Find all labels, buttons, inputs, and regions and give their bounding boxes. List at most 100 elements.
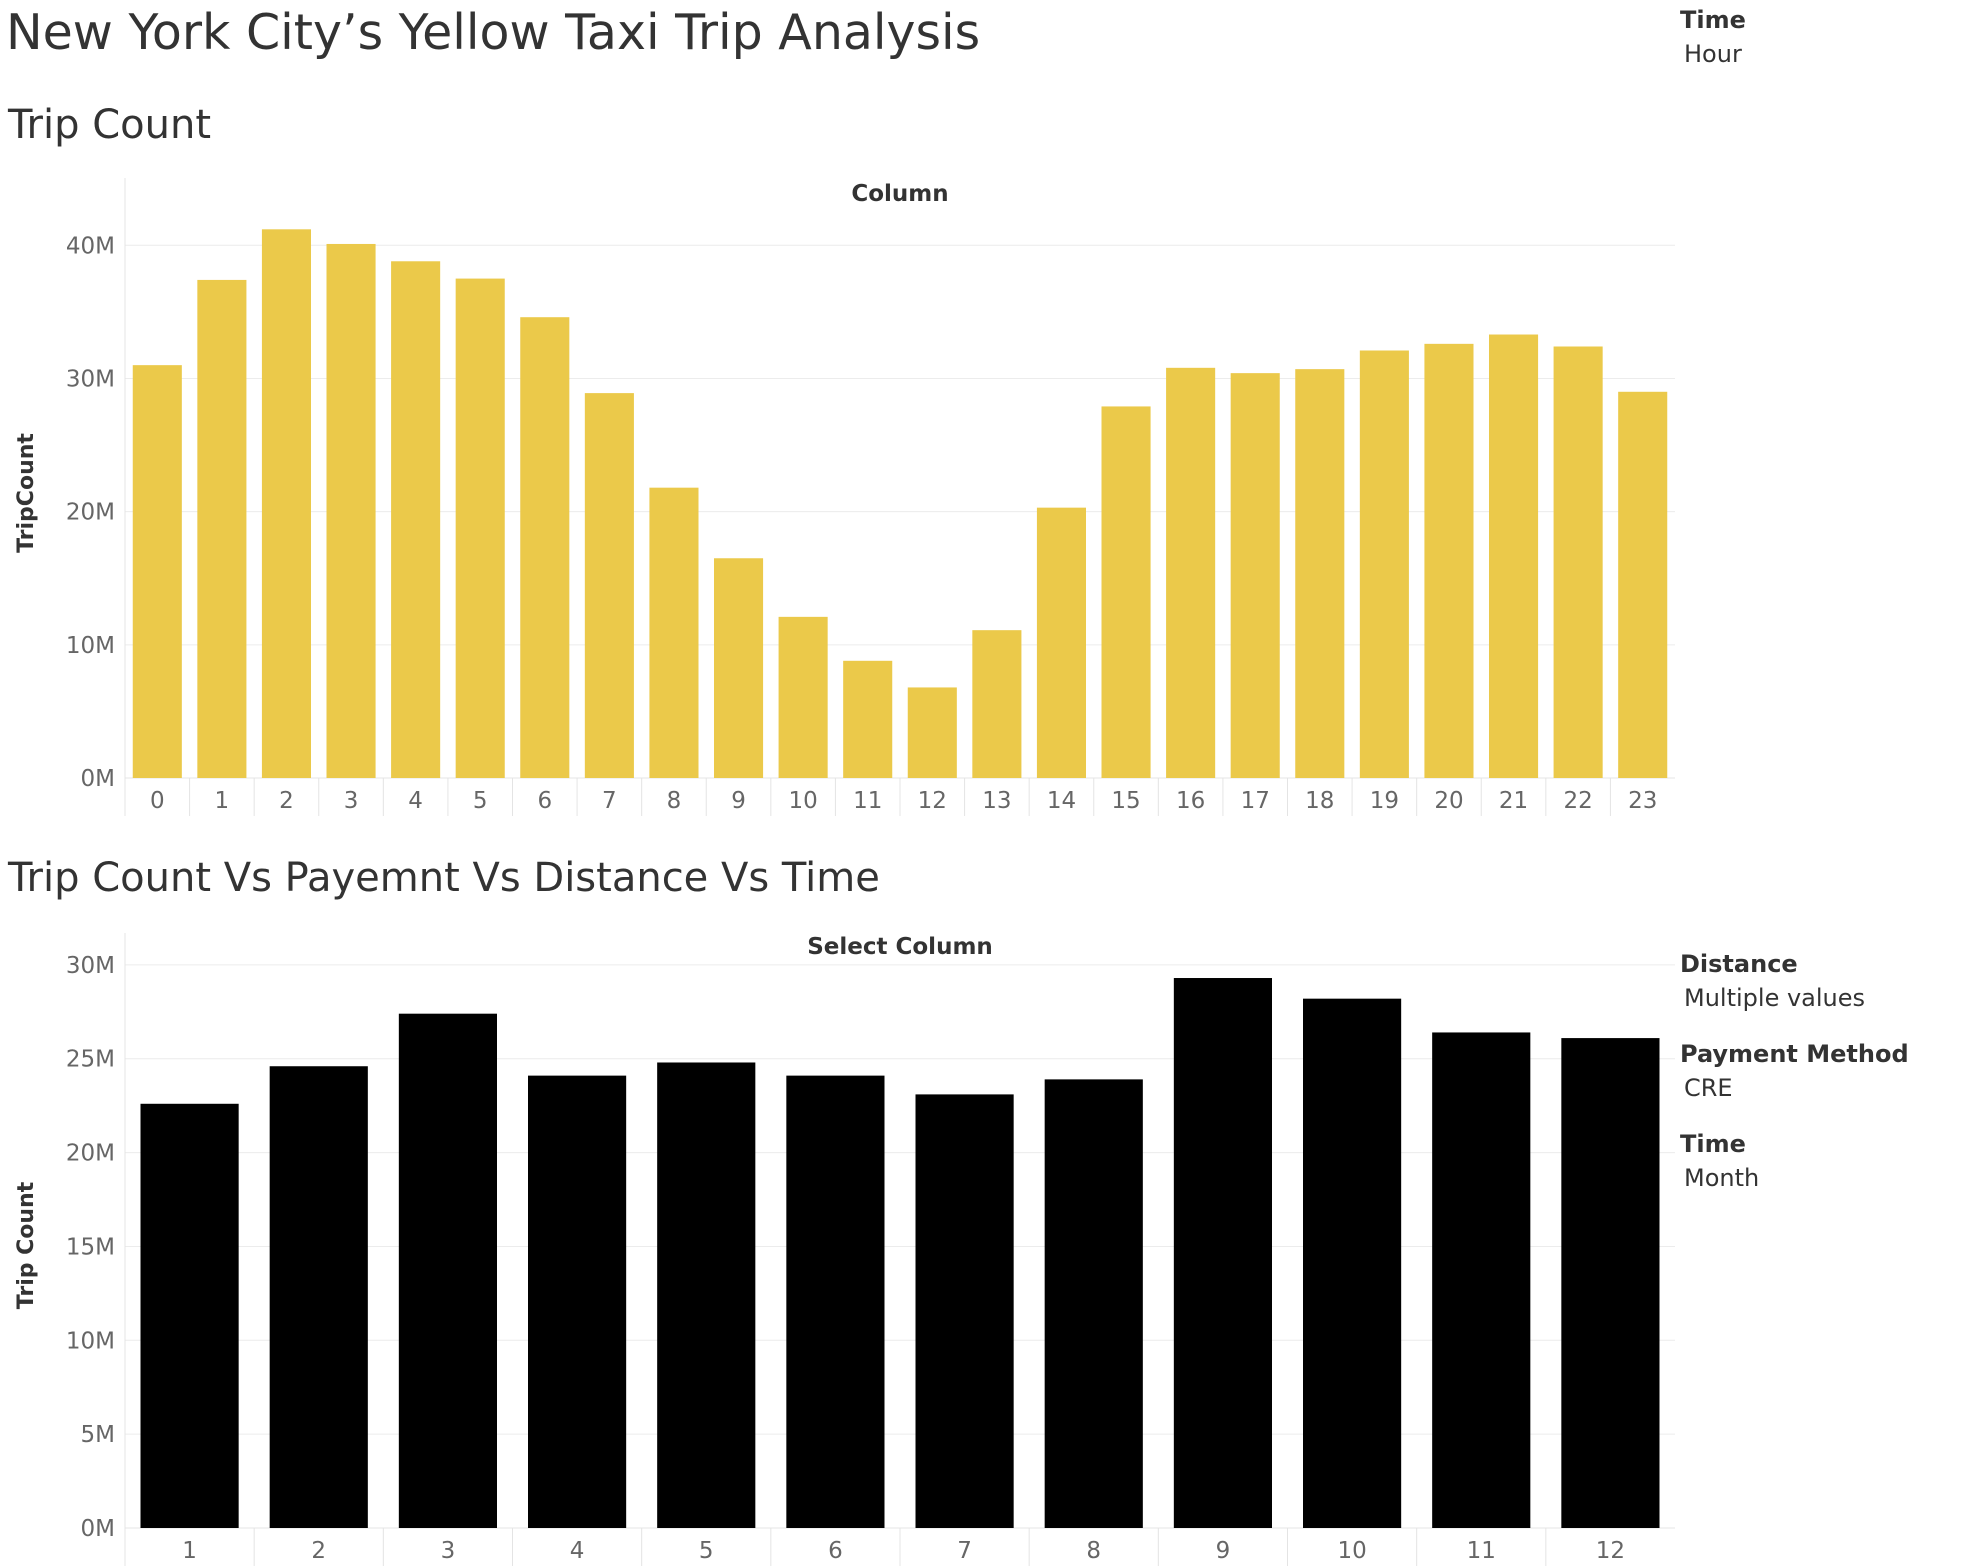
chart-0-bar-16[interactable] [1166,367,1216,778]
chart-0-bar-11[interactable] [843,660,893,778]
bottom-filter-panel: Distance Multiple values Payment Method … [1680,950,1960,1220]
chart-0-x-tick-label: 19 [1370,788,1399,814]
chart-1-y-axis-label: Trip Count [14,1181,39,1309]
chart-0-y-tick-label: 20M [66,500,115,526]
chart-0-x-tick-label: 12 [918,788,947,814]
chart-0-x-tick-label: 4 [408,788,423,814]
chart-0-x-tick-label: 17 [1241,788,1270,814]
chart-1-bar-9[interactable] [1173,978,1272,1528]
month-time-filter-value[interactable]: Month [1684,1164,1760,1192]
chart-0-title: Column [851,181,948,207]
chart-0-bar-14[interactable] [1036,507,1086,778]
chart-0-x-tick-label: 13 [982,788,1011,814]
chart-1-bar-10[interactable] [1303,998,1402,1528]
chart-0-x-tick-label: 3 [344,788,359,814]
chart-1-y-tick-label: 0M [81,1516,115,1542]
chart-0-x-tick-label: 1 [215,788,230,814]
chart-0-x-tick-label: 11 [853,788,882,814]
chart-1-x-tick-label: 12 [1596,1538,1625,1564]
chart-0-bar-19[interactable] [1359,350,1409,779]
chart-1-y-tick-label: 20M [66,1141,115,1167]
chart-1-bar-5[interactable] [657,1062,756,1528]
chart-1-bar-4[interactable] [528,1075,627,1528]
chart-0-bar-13[interactable] [972,630,1022,778]
chart-1-bar-1[interactable] [140,1103,239,1528]
chart-0-x-tick-label: 20 [1434,788,1463,814]
chart-0-x-tick-label: 0 [150,788,165,814]
chart-1-y-tick-label: 5M [81,1422,115,1448]
chart-0-bar-4[interactable] [391,261,441,779]
monthly-trip-count-chart: Select Column Trip Count 0M 5M 10M 15M 20M 25M 3… [14,933,1675,1566]
chart-0-x-tick-label: 6 [537,788,552,814]
chart-0-bar-17[interactable] [1230,373,1280,778]
chart-1-y-tick-label: 25M [66,1047,115,1073]
time-filter-label: Time [1680,6,1746,34]
chart-1-title: Select Column [807,934,993,960]
chart-0-x-tick-label: 8 [667,788,682,814]
payment-method-filter-value[interactable]: CRE [1684,1074,1733,1102]
chart-0-y-axis-label: TripCount [14,433,39,553]
chart-0-x-tick-label: 22 [1563,788,1592,814]
chart-0-x-tick-label: 10 [788,788,817,814]
chart-1-y-tick-label: 30M [66,953,115,979]
chart-0-bar-18[interactable] [1295,369,1345,778]
chart-0-bar-2[interactable] [261,229,311,778]
top-filter-panel: Time Hour [1680,6,1960,96]
chart-1-bar-7[interactable] [915,1094,1014,1528]
chart-0-bar-15[interactable] [1101,406,1151,778]
chart-0-bar-8[interactable] [649,487,699,778]
chart-1-bar-11[interactable] [1432,1032,1531,1528]
trip-count-section-title: Trip Count [8,102,212,148]
chart-0-x-tick-label: 23 [1628,788,1657,814]
chart-0-y-tick-label: 30M [66,366,115,392]
chart-0-bar-20[interactable] [1424,343,1474,778]
chart-0-bar-7[interactable] [584,393,634,778]
chart-0-bar-0[interactable] [132,365,182,778]
chart-0-bar-9[interactable] [714,558,764,778]
chart-0-x-tick-label: 18 [1305,788,1334,814]
chart-0-bar-10[interactable] [778,616,828,778]
chart-0-x-tick-label: 21 [1499,788,1528,814]
chart-0-x-tick-label: 9 [731,788,746,814]
chart-1-bar-12[interactable] [1561,1038,1660,1528]
chart-0-x-tick-label: 7 [602,788,617,814]
chart-1-x-tick-label: 2 [311,1538,326,1564]
dashboard-title: New York City’s Yellow Taxi Trip Analysi… [6,4,981,61]
chart-0-bar-6[interactable] [520,317,570,778]
chart-0-bar-22[interactable] [1553,346,1603,778]
chart-0-x-tick-label: 15 [1111,788,1140,814]
chart-0-bar-21[interactable] [1489,334,1539,778]
month-time-filter-label: Time [1680,1130,1746,1158]
chart-1-x-tick-label: 11 [1467,1538,1496,1564]
chart-1-bar-8[interactable] [1044,1079,1143,1528]
chart-1-x-tick-label: 7 [957,1538,972,1564]
chart-0-bar-23[interactable] [1618,391,1668,778]
chart-0-y-tick-label: 40M [66,233,115,259]
distance-filter-label: Distance [1680,950,1798,978]
chart-1-bar-3[interactable] [398,1013,497,1528]
chart-0-x-tick-label: 5 [473,788,488,814]
chart-0-bar-5[interactable] [455,278,505,778]
time-filter-value[interactable]: Hour [1684,40,1742,68]
chart-1-x-tick-label: 10 [1337,1538,1366,1564]
chart-1-x-tick-label: 5 [699,1538,714,1564]
chart-1-x-tick-label: 8 [1086,1538,1101,1564]
chart-1-x-tick-label: 1 [182,1538,197,1564]
chart-0-bar-12[interactable] [907,687,957,778]
chart-0-bar-3[interactable] [326,243,376,778]
chart-1-bar-2[interactable] [269,1066,368,1528]
chart-0-bar-1[interactable] [197,279,247,778]
chart-1-y-tick-label: 15M [66,1234,115,1260]
chart-1-y-tick-label: 10M [66,1328,115,1354]
chart-0-y-tick-label: 0M [81,766,115,792]
chart-0-y-tick-label: 10M [66,633,115,659]
chart-1-bar-6[interactable] [786,1075,885,1528]
distance-filter-value[interactable]: Multiple values [1684,984,1866,1012]
chart-0-x-tick-label: 14 [1047,788,1076,814]
trip-count-vs-section-title: Trip Count Vs Payemnt Vs Distance Vs Tim… [8,855,880,901]
chart-1-x-tick-label: 6 [828,1538,843,1564]
chart-1-x-tick-label: 9 [1216,1538,1231,1564]
chart-1-x-tick-label: 4 [570,1538,585,1564]
chart-0-x-tick-label: 16 [1176,788,1205,814]
